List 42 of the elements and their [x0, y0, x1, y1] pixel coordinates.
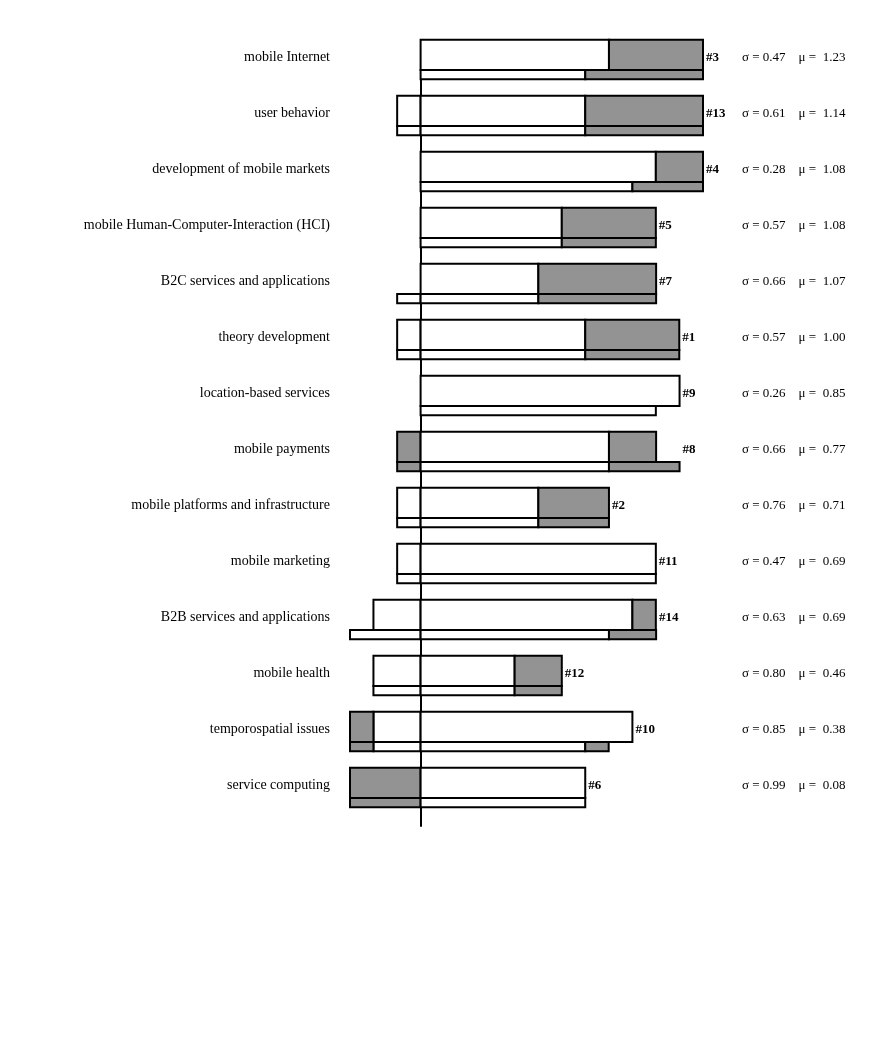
- annotation: #10: [635, 720, 655, 736]
- y-tick-label: development of mobile markets: [152, 160, 330, 176]
- text: σ = 0.85 μ = 0.38: [742, 720, 846, 736]
- text: σ = 0.57 μ = 1.00: [742, 328, 846, 344]
- text: σ = 0.26 μ = 0.85: [742, 384, 846, 400]
- annotation: #2: [611, 496, 625, 512]
- annotation: #6: [588, 776, 602, 792]
- text: #3: [706, 48, 720, 64]
- y-tick-label: theory development: [218, 328, 331, 344]
- text: #13: [706, 104, 726, 120]
- y-tick-label: mobile payments: [233, 440, 330, 456]
- text: σ = 0.66 μ = 1.07: [742, 272, 846, 288]
- y-tick-label: mobile Human-Computer-Interaction (HCI): [83, 216, 331, 233]
- y-tick-label: B2C services and applications: [160, 272, 330, 288]
- y-tick-label: B2B services and applications: [160, 608, 330, 624]
- text: σ = 0.47 μ = 0.69: [742, 552, 846, 568]
- annotation: #14: [659, 608, 680, 624]
- annotation: #8: [682, 440, 697, 456]
- y-tick-label: service computing: [226, 776, 330, 792]
- annotation: #9: [682, 384, 697, 400]
- annotation: #12: [564, 664, 585, 680]
- annotation: #1: [682, 328, 696, 344]
- annotation: #7: [659, 272, 673, 288]
- text: σ = 0.66 μ = 0.77: [742, 440, 846, 456]
- y-tick-label: mobile Internet: [244, 48, 331, 64]
- text: σ = 0.57 μ = 1.08: [742, 216, 846, 232]
- y-tick-label: location-based services: [199, 384, 330, 400]
- y-tick-label: temporospatial issues: [209, 720, 330, 736]
- y-tick-label: mobile platforms and infrastructure: [131, 496, 330, 512]
- text: σ = 0.47 μ = 1.23: [742, 48, 846, 64]
- text: σ = 0.61 μ = 1.14: [742, 104, 846, 120]
- annotation: #11: [658, 552, 678, 568]
- text: σ = 0.63 μ = 0.69: [742, 608, 846, 624]
- text: σ = 0.28 μ = 1.08: [742, 160, 846, 176]
- y-tick-label: mobile health: [253, 664, 330, 680]
- y-tick-label: mobile marketing: [230, 552, 330, 568]
- text: σ = 0.80 μ = 0.46: [742, 664, 846, 680]
- y-tick-label: user behavior: [254, 104, 331, 120]
- text: σ = 0.76 μ = 0.71: [742, 496, 846, 512]
- text: σ = 0.99 μ = 0.08: [742, 776, 846, 792]
- text: #4: [706, 160, 720, 176]
- annotation: #5: [658, 216, 673, 232]
